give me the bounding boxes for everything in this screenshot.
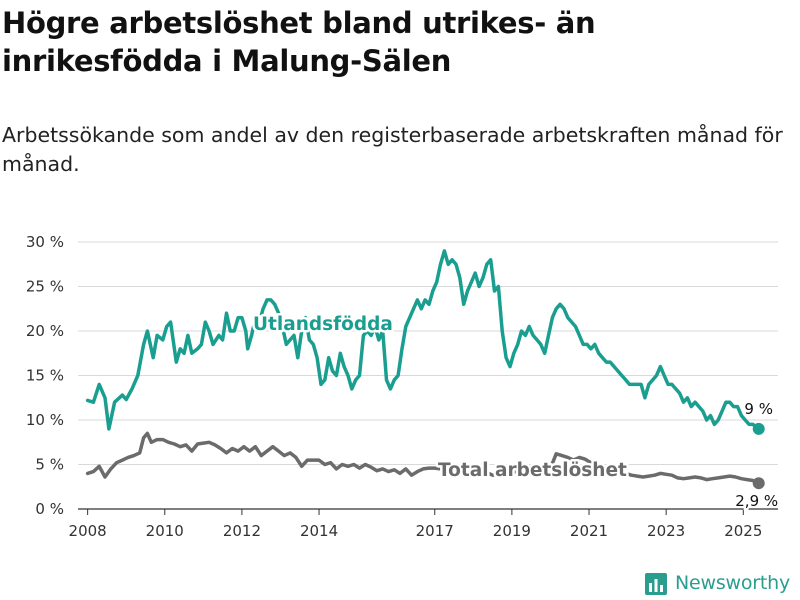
x-tick-label: 2012 [223, 522, 261, 540]
y-tick-label: 15 % [26, 367, 64, 385]
y-gridlines [78, 241, 778, 510]
end-value-utlandsfodda: 9 % [744, 400, 773, 418]
y-tick-label: 10 % [26, 411, 64, 429]
chart-subtitle: Arbetssökande som andel av den registerb… [2, 123, 783, 176]
x-tick-label: 2017 [416, 522, 454, 540]
series-name-utlandsfodda: Utlandsfödda [253, 314, 393, 335]
x-tick-label: 2025 [724, 522, 762, 540]
y-tick-label: 0 % [35, 500, 64, 518]
x-tick-label: 2023 [647, 522, 685, 540]
y-tick-label: 25 % [26, 278, 64, 296]
end-value-total: 2,9 % [735, 492, 778, 510]
y-tick-label: 5 % [35, 456, 64, 474]
x-tick-label: 2010 [146, 522, 184, 540]
x-tick-label: 2008 [69, 522, 107, 540]
end-point-total [752, 477, 765, 490]
y-tick-label: 20 % [26, 322, 64, 340]
x-tick-label: 2021 [570, 522, 608, 540]
series-line-total [85, 431, 761, 485]
series-labels: Utlandsfödda Total arbetslöshet 9 % 2,9 % [251, 312, 781, 513]
series-line-utlandsfodda [85, 249, 761, 431]
bar-chart-logo-icon [645, 573, 667, 595]
y-axis-ticks: 0 % 5 % 10 % 15 % 20 % 25 % 30 % [26, 233, 64, 518]
y-tick-label: 30 % [26, 233, 64, 251]
end-point-utlandsfodda [752, 422, 765, 435]
series-lines [85, 249, 765, 490]
brand-name: Newsworthy [675, 572, 791, 594]
x-tick-label: 2019 [493, 522, 531, 540]
series-name-total: Total arbetslöshet [438, 460, 627, 481]
chart-title: Högre arbetslöshet bland utrikes- än inr… [2, 6, 596, 78]
newsworthy-logo[interactable]: Newsworthy [645, 569, 790, 597]
x-axis: 2008 2010 2012 2014 2017 2019 2021 2023 2025 [69, 509, 762, 540]
x-tick-label: 2014 [300, 522, 338, 540]
